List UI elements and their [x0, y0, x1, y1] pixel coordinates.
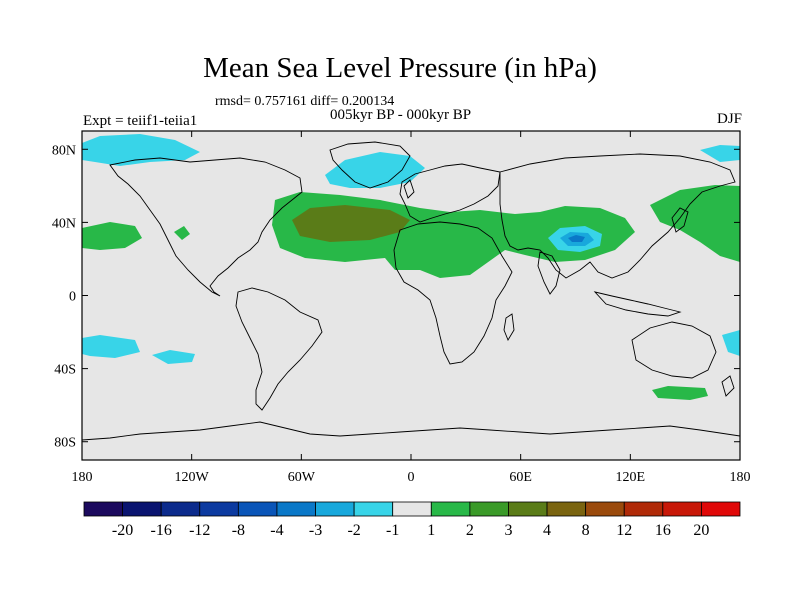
x-tick-label: 120W	[175, 470, 210, 485]
colorbar-label: -16	[151, 522, 172, 539]
y-tick-label: 40S	[54, 363, 76, 378]
coastline-asia	[499, 153, 736, 279]
colorbar-label: 2	[466, 522, 474, 539]
anomaly-positive-mid-atlantic	[292, 205, 410, 242]
anomaly-negative-south-east	[722, 330, 740, 356]
coastline-indonesia	[593, 291, 682, 317]
colorbar-label: -20	[112, 522, 133, 539]
coastline-europe	[399, 163, 501, 223]
stats-text: rmsd= 0.757161 diff= 0.200134	[215, 94, 395, 109]
colorbar-label: -12	[189, 522, 210, 539]
colorbar-swatch	[585, 501, 625, 517]
season-label: DJF	[716, 111, 742, 127]
anomaly-positive-small	[174, 226, 190, 240]
y-tick-label: 80N	[52, 143, 76, 158]
anomaly-positive-pacific-nw	[650, 185, 740, 262]
x-tick-label: 180	[730, 470, 751, 485]
x-tick-label: 180	[72, 470, 93, 485]
colorbar-label: -4	[270, 522, 283, 539]
colorbar-label: 3	[504, 522, 512, 539]
colorbar-label: 4	[543, 522, 551, 539]
plot-background	[82, 131, 740, 460]
coastline-africa	[393, 221, 513, 365]
colorbar-swatch	[199, 501, 239, 517]
anomaly-field	[82, 134, 740, 400]
colorbar-label: -1	[386, 522, 399, 539]
coastline-south-america	[235, 287, 323, 411]
colorbar-label: -2	[347, 522, 360, 539]
colorbar-swatch	[315, 501, 355, 517]
colorbar-label: 20	[693, 522, 709, 539]
anomaly-negative-pacific-ne	[700, 145, 740, 162]
colorbar-swatch	[353, 501, 394, 517]
colorbar-label: -8	[232, 522, 245, 539]
x-tick-label: 0	[408, 470, 415, 485]
colorbar-label: 1	[427, 522, 435, 539]
colorbar-swatch	[237, 501, 278, 517]
colorbar-swatch	[623, 501, 664, 517]
map-subtitle: 005kyr BP - 000kyr BP	[330, 107, 472, 123]
coastline-madagascar	[503, 313, 515, 342]
colorbar-swatch	[392, 501, 432, 517]
colorbar-swatch	[469, 501, 509, 517]
colorbar-swatch	[83, 501, 123, 517]
coastlines	[82, 141, 740, 441]
anomaly-negative-greenland	[325, 152, 425, 188]
colorbar-swatch	[122, 501, 162, 517]
experiment-label: Expt = teiif1-teiia1	[83, 113, 198, 129]
colorbar-swatch	[430, 501, 471, 517]
colorbar-swatch	[508, 501, 548, 517]
coastline-antarctica	[82, 421, 740, 441]
coastline-india	[537, 251, 561, 295]
anomaly-positive-pacific-ne	[82, 222, 142, 250]
coastline-australia	[631, 321, 717, 379]
colorbar-swatch	[662, 501, 702, 517]
colorbar-label: 12	[616, 522, 632, 539]
coastline-new-zealand	[721, 375, 735, 397]
coastline-north-america	[109, 157, 303, 297]
colorbar: -20 -16 -12 -8 -4 -3 -2 -1 1 2 3 4 8 12 16 20	[83, 501, 741, 539]
coastline-uk	[403, 179, 415, 199]
x-tick-label: 120E	[616, 470, 646, 485]
axis-ticks: 80N 40N 0 40S 80S 180 120W 60W 0 60E 120E 180	[52, 131, 751, 485]
anomaly-negative-arctic	[82, 134, 200, 166]
y-tick-label: 80S	[54, 436, 76, 451]
colorbar-label: -3	[309, 522, 322, 539]
anomaly-positive-southern	[652, 386, 708, 400]
colorbar-swatch	[546, 501, 587, 517]
x-tick-label: 60E	[509, 470, 532, 485]
y-tick-label: 40N	[52, 216, 76, 231]
colorbar-swatch	[701, 501, 741, 517]
x-tick-label: 60W	[288, 470, 316, 485]
colorbar-label: 8	[582, 522, 590, 539]
map-title: Mean Sea Level Pressure (in hPa)	[203, 52, 597, 84]
coastline-greenland	[329, 141, 411, 189]
anomaly-negative-tibet-peak	[568, 235, 585, 242]
anomaly-negative-south-pacific-2	[152, 350, 195, 364]
colorbar-label: 16	[655, 522, 671, 539]
colorbar-swatch	[160, 501, 201, 517]
anomaly-negative-south-pacific	[82, 335, 140, 358]
colorbar-swatch	[276, 501, 316, 517]
y-tick-label: 0	[69, 290, 76, 305]
coastline-japan	[671, 207, 689, 233]
